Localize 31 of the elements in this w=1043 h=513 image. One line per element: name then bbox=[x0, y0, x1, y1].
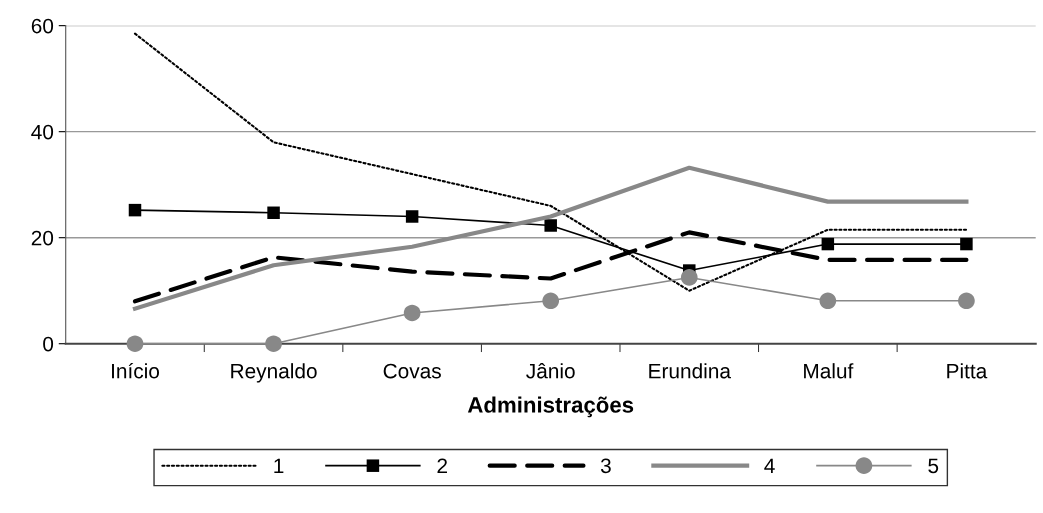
point bbox=[819, 292, 837, 310]
point bbox=[267, 206, 280, 220]
point bbox=[403, 304, 421, 322]
point bbox=[958, 292, 975, 310]
y-tick-label: 40 bbox=[31, 124, 54, 140]
legend-label: 2 bbox=[437, 458, 447, 473]
x-axis-title: Administrações bbox=[467, 396, 634, 418]
legend-label: 4 bbox=[764, 458, 775, 473]
line-series bbox=[132, 165, 969, 311]
point bbox=[265, 335, 282, 353]
x-tick-label: Pitta bbox=[947, 363, 988, 379]
point bbox=[128, 203, 142, 217]
point bbox=[680, 269, 698, 286]
point bbox=[405, 210, 419, 223]
y-tick-label: 0 bbox=[43, 336, 54, 352]
y-tick-label: 20 bbox=[31, 230, 54, 246]
point bbox=[542, 292, 560, 310]
y-tick-label: 60 bbox=[31, 18, 54, 34]
legend-label: 3 bbox=[600, 458, 611, 474]
x-tick-label: Maluf bbox=[804, 363, 854, 379]
legend-label: 1 bbox=[274, 458, 284, 473]
point bbox=[960, 237, 973, 251]
point bbox=[544, 219, 557, 232]
x-tick-label: Erundina bbox=[649, 363, 731, 379]
point bbox=[126, 335, 144, 353]
x-tick-label: Covas bbox=[383, 363, 441, 379]
x-tick-label: Início bbox=[112, 362, 160, 379]
x-tick-label: Jânio bbox=[526, 363, 575, 379]
legend-label: 5 bbox=[928, 458, 939, 474]
point bbox=[821, 237, 835, 251]
x-tick-label: Reynaldo bbox=[231, 363, 317, 383]
